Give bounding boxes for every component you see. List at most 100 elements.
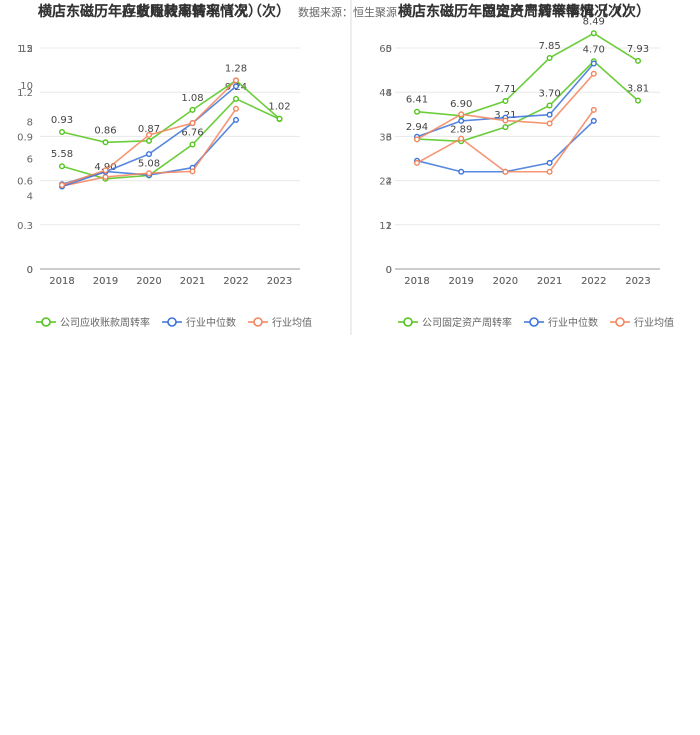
right-legend-label: 行业中位数 <box>548 316 598 329</box>
data-label: 1.08 <box>181 93 203 104</box>
data-label: 6.90 <box>450 99 472 110</box>
data-label: 5.58 <box>51 149 73 160</box>
data-point-median[interactable] <box>590 60 597 67</box>
right-legend-marker[interactable] <box>615 317 625 327</box>
data-point-average[interactable] <box>458 135 465 142</box>
x-tick-label: 2022 <box>581 276 606 287</box>
data-point-company[interactable] <box>59 128 66 135</box>
data-point-average[interactable] <box>502 117 509 124</box>
x-tick-label: 2021 <box>180 276 205 287</box>
right-legend-label: 公司固定资产周转率 <box>422 316 512 329</box>
data-point-median[interactable] <box>232 116 239 123</box>
data-point-average[interactable] <box>458 111 465 118</box>
y-tick-label: 4 <box>27 191 33 202</box>
data-label: 5.08 <box>138 158 160 169</box>
x-tick-label: 2018 <box>404 276 429 287</box>
data-point-average[interactable] <box>414 159 421 166</box>
x-tick-label: 2019 <box>93 276 118 287</box>
data-point-average[interactable] <box>102 167 109 174</box>
x-tick-label: 2023 <box>267 276 292 287</box>
data-point-company[interactable] <box>502 98 509 105</box>
data-point-company[interactable] <box>635 97 642 104</box>
chart-title-inventory: 横店东磁历年存货周转率情况（次） <box>38 3 262 20</box>
data-point-median[interactable] <box>458 168 465 175</box>
data-label: 3.70 <box>538 88 560 99</box>
x-tick-label: 2022 <box>223 276 248 287</box>
data-point-company[interactable] <box>189 141 196 148</box>
left-legend-marker[interactable] <box>253 317 263 327</box>
data-point-average[interactable] <box>546 120 553 127</box>
data-point-median[interactable] <box>232 83 239 90</box>
data-point-median[interactable] <box>546 159 553 166</box>
y-tick-label: 3 <box>386 132 392 143</box>
data-point-median[interactable] <box>458 117 465 124</box>
data-point-median[interactable] <box>145 151 152 158</box>
data-point-company[interactable] <box>546 54 553 61</box>
y-tick-label: 0.9 <box>17 132 33 143</box>
left-legend-marker[interactable] <box>167 317 177 327</box>
series-line-company <box>61 97 280 180</box>
data-point-average[interactable] <box>502 168 509 175</box>
data-point-average[interactable] <box>145 170 152 177</box>
data-point-average[interactable] <box>590 70 597 77</box>
data-point-company[interactable] <box>232 95 239 102</box>
data-label: 1.28 <box>225 63 247 74</box>
data-point-average[interactable] <box>232 77 239 84</box>
data-point-average[interactable] <box>59 182 66 189</box>
x-tick-label: 2018 <box>404 276 429 287</box>
right-legend-marker[interactable] <box>529 317 539 327</box>
right-legend-marker[interactable] <box>403 317 413 327</box>
data-label: 7.85 <box>538 41 560 52</box>
data-point-average[interactable] <box>102 173 109 180</box>
y-tick-label: 0 <box>386 265 392 276</box>
data-point-company[interactable] <box>276 115 283 122</box>
data-label: 8.49 <box>583 16 605 27</box>
x-tick-label: 2023 <box>625 276 650 287</box>
x-tick-label: 2021 <box>180 276 205 287</box>
data-point-average[interactable] <box>414 136 421 143</box>
data-point-company[interactable] <box>189 106 196 113</box>
data-point-average[interactable] <box>189 120 196 127</box>
x-tick-label: 2019 <box>93 276 118 287</box>
chart-title-total-assets: 横店东磁历年总资产周转率情况（次） <box>398 3 636 20</box>
data-label: 7.71 <box>494 84 516 95</box>
data-point-median[interactable] <box>590 117 597 124</box>
left-legend-label: 公司应收账款周转率 <box>60 316 150 329</box>
series-line-company <box>61 79 281 144</box>
data-label: 1.02 <box>268 102 290 113</box>
data-label: 0.86 <box>94 125 116 136</box>
data-point-company[interactable] <box>635 57 642 64</box>
data-point-company[interactable] <box>102 139 109 146</box>
data-point-company[interactable] <box>414 108 421 115</box>
x-tick-label: 2019 <box>448 276 473 287</box>
data-point-company[interactable] <box>590 30 597 37</box>
data-point-average[interactable] <box>145 131 152 138</box>
y-tick-label: 0 <box>27 265 33 276</box>
y-tick-label: 6 <box>27 155 33 166</box>
y-tick-label: 0 <box>27 265 33 276</box>
left-legend-label: 行业中位数 <box>186 316 236 329</box>
x-tick-label: 2019 <box>448 276 473 287</box>
data-point-company[interactable] <box>145 137 152 144</box>
data-point-median[interactable] <box>546 111 553 118</box>
chart-title-fixed-assets: 横店东磁历年固定资产周转率情况（次） <box>398 3 650 20</box>
data-point-average[interactable] <box>232 105 239 112</box>
data-point-company[interactable] <box>546 102 553 109</box>
x-tick-label: 2020 <box>136 276 161 287</box>
left-legend-marker[interactable] <box>41 317 51 327</box>
data-point-average[interactable] <box>590 106 597 113</box>
y-tick-label: 10 <box>20 81 33 92</box>
y-tick-label: 12 <box>379 221 392 232</box>
y-tick-label: 60 <box>379 44 392 55</box>
y-tick-label: 2 <box>386 177 392 188</box>
data-point-company[interactable] <box>502 124 509 131</box>
x-tick-label: 2018 <box>49 276 74 287</box>
data-point-average[interactable] <box>189 168 196 175</box>
x-tick-label: 2022 <box>581 276 606 287</box>
y-tick-label: 1.2 <box>17 88 33 99</box>
data-point-average[interactable] <box>546 168 553 175</box>
y-tick-label: 0.6 <box>17 177 33 188</box>
x-tick-label: 2021 <box>537 276 562 287</box>
data-point-company[interactable] <box>59 163 66 170</box>
y-tick-label: 48 <box>379 88 392 99</box>
